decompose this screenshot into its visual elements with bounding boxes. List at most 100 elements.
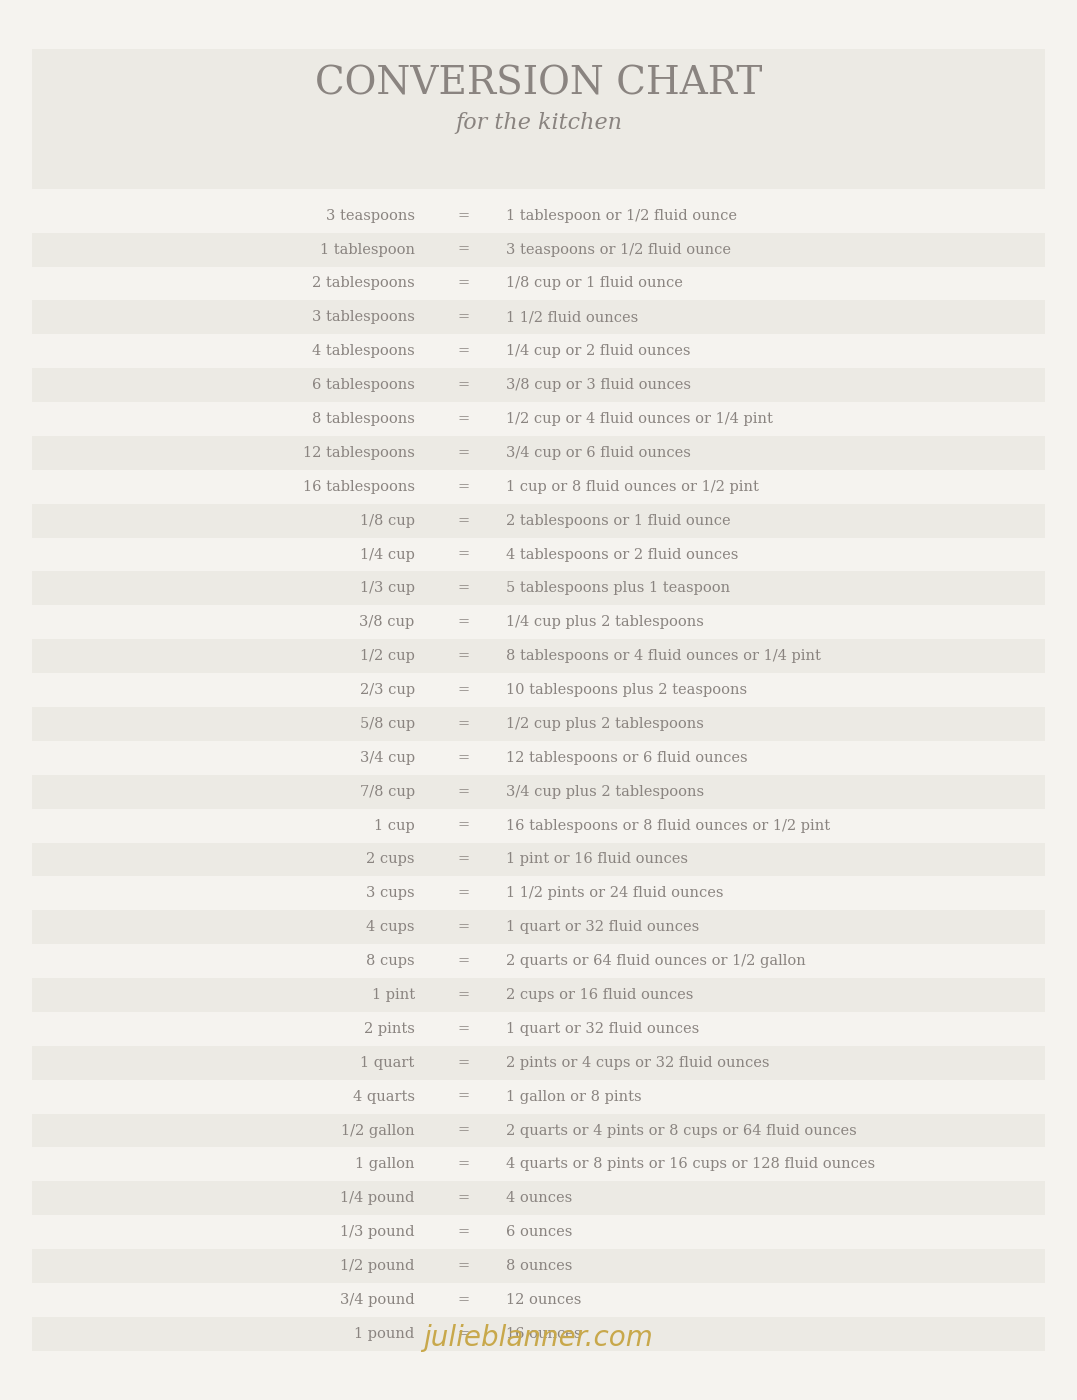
Text: =: = xyxy=(457,1022,470,1036)
Text: =: = xyxy=(457,955,470,969)
Bar xyxy=(32,1046,1045,1079)
Bar xyxy=(32,335,1045,368)
Text: =: = xyxy=(457,616,470,630)
Text: 3/8 cup or 3 fluid ounces: 3/8 cup or 3 fluid ounces xyxy=(506,378,691,392)
Text: 2 cups: 2 cups xyxy=(366,853,415,867)
Text: 1 tablespoon or 1/2 fluid ounce: 1 tablespoon or 1/2 fluid ounce xyxy=(506,209,737,223)
Text: =: = xyxy=(457,209,470,223)
Bar xyxy=(32,1249,1045,1282)
Text: 2 tablespoons or 1 fluid ounce: 2 tablespoons or 1 fluid ounce xyxy=(506,514,731,528)
Text: 1/4 pound: 1/4 pound xyxy=(340,1191,415,1205)
Text: 1/2 cup: 1/2 cup xyxy=(360,650,415,664)
Bar xyxy=(32,640,1045,673)
Text: 3/8 cup: 3/8 cup xyxy=(360,616,415,630)
Text: 1 gallon or 8 pints: 1 gallon or 8 pints xyxy=(506,1089,642,1103)
Text: 1 pint or 16 fluid ounces: 1 pint or 16 fluid ounces xyxy=(506,853,688,867)
Text: 2 pints: 2 pints xyxy=(364,1022,415,1036)
Text: =: = xyxy=(457,1294,470,1308)
Bar xyxy=(32,707,1045,741)
Text: =: = xyxy=(457,920,470,934)
Text: 3/4 pound: 3/4 pound xyxy=(340,1294,415,1308)
Text: 1 1/2 pints or 24 fluid ounces: 1 1/2 pints or 24 fluid ounces xyxy=(506,886,724,900)
Bar xyxy=(32,910,1045,944)
Text: 16 tablespoons: 16 tablespoons xyxy=(303,480,415,494)
Text: =: = xyxy=(457,445,470,459)
Bar xyxy=(32,809,1045,843)
Text: julieblanner.com: julieblanner.com xyxy=(423,1324,654,1352)
Text: 1 1/2 fluid ounces: 1 1/2 fluid ounces xyxy=(506,311,639,325)
Text: =: = xyxy=(457,1327,470,1341)
Text: 10 tablespoons plus 2 teaspoons: 10 tablespoons plus 2 teaspoons xyxy=(506,683,747,697)
Bar xyxy=(32,571,1045,605)
Text: 1 pint: 1 pint xyxy=(372,988,415,1002)
Text: =: = xyxy=(457,378,470,392)
Text: =: = xyxy=(457,277,470,291)
Text: =: = xyxy=(457,988,470,1002)
Bar xyxy=(32,1113,1045,1148)
Bar xyxy=(32,435,1045,470)
Text: =: = xyxy=(457,1089,470,1103)
Text: 6 tablespoons: 6 tablespoons xyxy=(311,378,415,392)
Bar xyxy=(32,199,1045,232)
Text: 4 quarts or 8 pints or 16 cups or 128 fluid ounces: 4 quarts or 8 pints or 16 cups or 128 fl… xyxy=(506,1158,876,1172)
Text: 1/8 cup: 1/8 cup xyxy=(360,514,415,528)
Text: 1 cup or 8 fluid ounces or 1/2 pint: 1 cup or 8 fluid ounces or 1/2 pint xyxy=(506,480,759,494)
Text: 1/3 pound: 1/3 pound xyxy=(340,1225,415,1239)
Text: =: = xyxy=(457,581,470,595)
Text: =: = xyxy=(457,650,470,664)
Text: 7/8 cup: 7/8 cup xyxy=(360,784,415,798)
Text: 12 ounces: 12 ounces xyxy=(506,1294,582,1308)
Text: =: = xyxy=(457,717,470,731)
Text: 1/2 cup or 4 fluid ounces or 1/4 pint: 1/2 cup or 4 fluid ounces or 1/4 pint xyxy=(506,412,773,426)
Bar xyxy=(32,470,1045,504)
Text: =: = xyxy=(457,547,470,561)
Text: =: = xyxy=(457,1191,470,1205)
Text: 1/2 pound: 1/2 pound xyxy=(340,1259,415,1273)
Text: 12 tablespoons or 6 fluid ounces: 12 tablespoons or 6 fluid ounces xyxy=(506,750,747,764)
Text: 2 quarts or 64 fluid ounces or 1/2 gallon: 2 quarts or 64 fluid ounces or 1/2 gallo… xyxy=(506,955,806,969)
Bar xyxy=(32,843,1045,876)
Bar xyxy=(32,774,1045,809)
Bar xyxy=(32,232,1045,266)
Bar xyxy=(32,673,1045,707)
Text: 3/4 cup or 6 fluid ounces: 3/4 cup or 6 fluid ounces xyxy=(506,445,691,459)
Text: 1 gallon: 1 gallon xyxy=(355,1158,415,1172)
Text: CONVERSION CHART: CONVERSION CHART xyxy=(314,66,763,102)
Bar xyxy=(32,1148,1045,1182)
Text: 1/8 cup or 1 fluid ounce: 1/8 cup or 1 fluid ounce xyxy=(506,277,683,291)
Text: 8 tablespoons or 4 fluid ounces or 1/4 pint: 8 tablespoons or 4 fluid ounces or 1/4 p… xyxy=(506,650,821,664)
Text: 4 tablespoons or 2 fluid ounces: 4 tablespoons or 2 fluid ounces xyxy=(506,547,739,561)
Text: 3 cups: 3 cups xyxy=(366,886,415,900)
Text: =: = xyxy=(457,1259,470,1273)
Text: 1 quart: 1 quart xyxy=(361,1056,415,1070)
Bar xyxy=(32,266,1045,301)
Text: 3 teaspoons: 3 teaspoons xyxy=(325,209,415,223)
Bar xyxy=(32,1282,1045,1317)
Text: 1/3 cup: 1/3 cup xyxy=(360,581,415,595)
Text: =: = xyxy=(457,311,470,325)
Bar xyxy=(32,301,1045,335)
Text: =: = xyxy=(457,750,470,764)
Text: =: = xyxy=(457,1123,470,1137)
Bar xyxy=(32,605,1045,640)
Text: 4 ounces: 4 ounces xyxy=(506,1191,573,1205)
Text: 1/2 gallon: 1/2 gallon xyxy=(341,1123,415,1137)
Text: 12 tablespoons: 12 tablespoons xyxy=(303,445,415,459)
Bar xyxy=(32,979,1045,1012)
Text: 2/3 cup: 2/3 cup xyxy=(360,683,415,697)
Text: 2 cups or 16 fluid ounces: 2 cups or 16 fluid ounces xyxy=(506,988,694,1002)
Text: =: = xyxy=(457,1056,470,1070)
Text: 8 cups: 8 cups xyxy=(366,955,415,969)
Text: 1/4 cup: 1/4 cup xyxy=(360,547,415,561)
Text: 5 tablespoons plus 1 teaspoon: 5 tablespoons plus 1 teaspoon xyxy=(506,581,730,595)
Text: 2 tablespoons: 2 tablespoons xyxy=(312,277,415,291)
Text: 16 tablespoons or 8 fluid ounces or 1/2 pint: 16 tablespoons or 8 fluid ounces or 1/2 … xyxy=(506,819,830,833)
Text: 5/8 cup: 5/8 cup xyxy=(360,717,415,731)
Text: 16 ounces: 16 ounces xyxy=(506,1327,582,1341)
Bar xyxy=(32,504,1045,538)
Bar xyxy=(32,1079,1045,1113)
Text: 1/4 cup or 2 fluid ounces: 1/4 cup or 2 fluid ounces xyxy=(506,344,690,358)
Text: =: = xyxy=(457,784,470,798)
Text: for the kitchen: for the kitchen xyxy=(454,112,623,134)
Bar xyxy=(32,1215,1045,1249)
